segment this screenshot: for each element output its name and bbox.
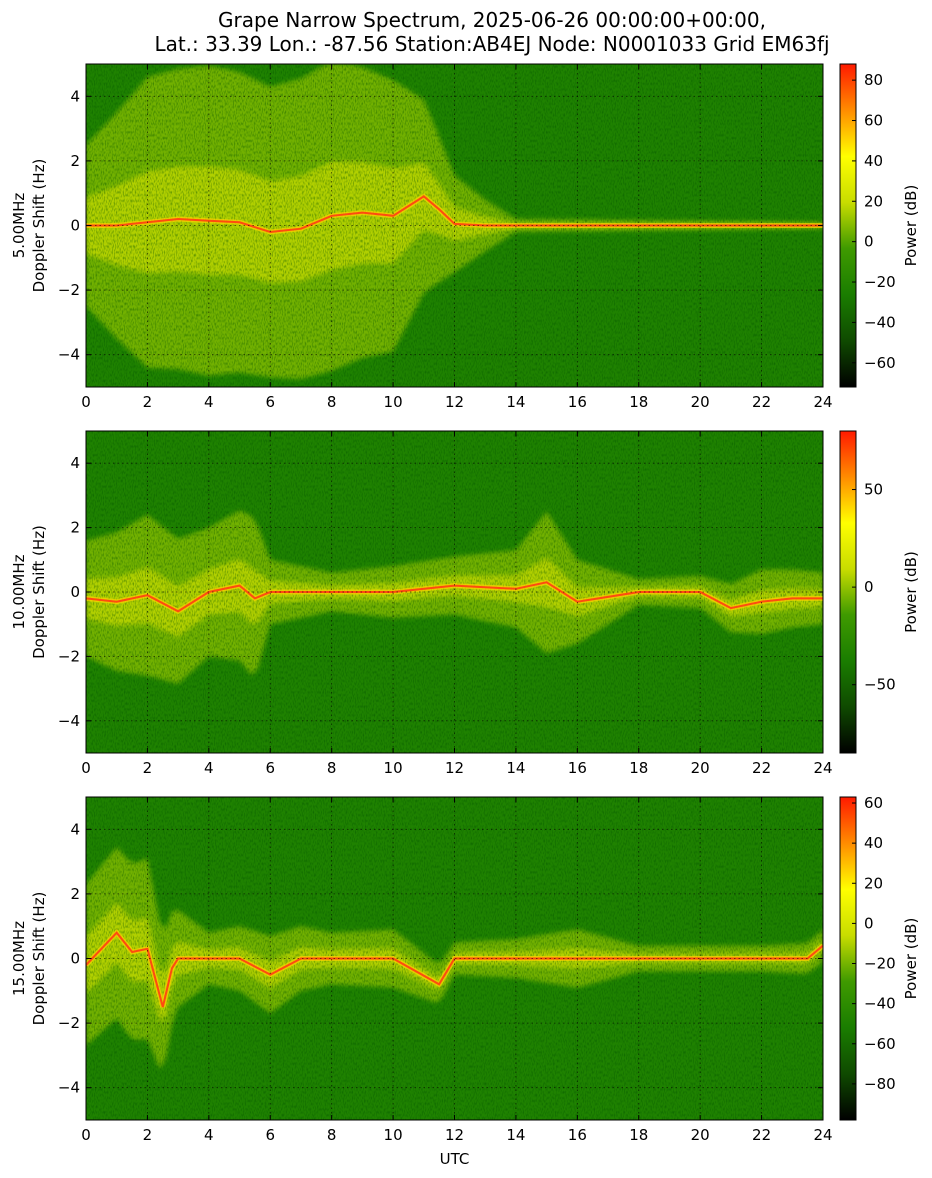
y-tick-label: 4 [70,87,80,105]
colorbar [839,796,857,1121]
y-tick-label: −2 [58,1014,80,1032]
colorbar-tick-label: −60 [864,354,896,372]
x-tick-label: 12 [445,393,464,411]
y-axis-label-frequency: 15.00MHz [10,921,28,996]
x-tick-label: 8 [327,759,337,777]
spectrogram-image [86,797,823,1120]
colorbar-tick-label: 80 [864,71,883,89]
x-tick-label: 4 [204,1126,214,1144]
x-tick-label: 18 [629,759,648,777]
x-tick-label: 6 [265,759,275,777]
colorbar-tick-label: 60 [864,112,883,130]
spectrogram-image [86,64,823,387]
colorbar-tick-label: −40 [864,995,896,1013]
y-tick-label: 4 [70,454,80,472]
colorbar-tick-label: 50 [864,481,883,499]
x-tick-label: 12 [445,759,464,777]
y-tick-label: 0 [70,217,80,235]
x-tick-label: 16 [568,1126,587,1144]
x-tick-label: 0 [81,393,91,411]
y-tick-label: −4 [58,346,80,364]
colorbar-tick-label: −20 [864,955,896,973]
colorbar-tick-label: 40 [864,152,883,170]
x-tick-label: 14 [506,759,525,777]
colorbar-tick-label: 0 [864,233,874,251]
colorbar-tick-label: −50 [864,676,896,694]
colorbar [839,430,857,754]
x-tick-label: 6 [265,393,275,411]
colorbar-label: Power (dB) [902,185,920,267]
x-tick-label: 2 [143,393,153,411]
x-tick-label: 24 [813,1126,832,1144]
y-axis-label-doppler: Doppler Shift (Hz) [30,525,48,659]
colorbar-tick-label: 60 [864,794,883,812]
y-tick-label: 2 [70,885,80,903]
y-tick-label: 0 [70,950,80,968]
colorbar-tick-label: 40 [864,834,883,852]
x-tick-label: 24 [813,759,832,777]
x-tick-label: 0 [81,759,91,777]
x-tick-label: 4 [204,759,214,777]
colorbar [839,63,857,388]
colorbar-tick-label: −20 [864,273,896,291]
x-tick-label: 4 [204,393,214,411]
y-tick-label: 0 [70,583,80,601]
y-tick-label: −2 [58,647,80,665]
y-axis-label-frequency: 10.00MHz [10,554,28,629]
y-tick-label: −4 [58,712,80,730]
colorbar-tick-label: −80 [864,1075,896,1093]
x-tick-label: 16 [568,393,587,411]
figure-title-line-1: Grape Narrow Spectrum, 2025-06-26 00:00:… [218,8,766,32]
x-tick-label: 20 [691,1126,710,1144]
x-tick-label: 0 [81,1126,91,1144]
colorbar-tick-label: 0 [864,578,874,596]
x-tick-label: 6 [265,1126,275,1144]
figure-title-line-2: Lat.: 33.39 Lon.: -87.56 Station:AB4EJ N… [154,32,829,56]
colorbar-label: Power (dB) [902,551,920,633]
y-tick-label: 2 [70,152,80,170]
colorbar-tick-label: 20 [864,874,883,892]
x-axis-label: UTC [440,1150,470,1168]
x-tick-label: 24 [813,393,832,411]
x-tick-label: 14 [506,1126,525,1144]
x-tick-label: 20 [691,393,710,411]
spectrogram-image [86,431,823,753]
x-tick-label: 22 [752,393,771,411]
colorbar-label: Power (dB) [902,918,920,1000]
y-axis-label-doppler: Doppler Shift (Hz) [30,159,48,293]
x-tick-label: 12 [445,1126,464,1144]
x-tick-label: 2 [143,1126,153,1144]
x-tick-label: 8 [327,1126,337,1144]
x-tick-label: 10 [384,1126,403,1144]
colorbar-tick-label: 20 [864,192,883,210]
y-axis-label-doppler: Doppler Shift (Hz) [30,892,48,1026]
x-tick-label: 16 [568,759,587,777]
y-axis-label-frequency: 5.00MHz [10,193,28,259]
x-tick-label: 2 [143,759,153,777]
x-tick-label: 20 [691,759,710,777]
colorbar-tick-label: −60 [864,1035,896,1053]
carrier-trace [86,581,823,613]
x-tick-label: 22 [752,1126,771,1144]
x-tick-label: 18 [629,393,648,411]
colorbar-tick-label: 0 [864,914,874,932]
x-tick-label: 10 [384,393,403,411]
x-tick-label: 14 [506,393,525,411]
y-tick-label: 4 [70,820,80,838]
x-tick-label: 22 [752,759,771,777]
x-tick-label: 10 [384,759,403,777]
y-tick-label: −2 [58,281,80,299]
colorbar-tick-label: −40 [864,313,896,331]
y-tick-label: −4 [58,1079,80,1097]
x-tick-label: 18 [629,1126,648,1144]
carrier-trace [86,931,823,1008]
y-tick-label: 2 [70,519,80,537]
x-tick-label: 8 [327,393,337,411]
